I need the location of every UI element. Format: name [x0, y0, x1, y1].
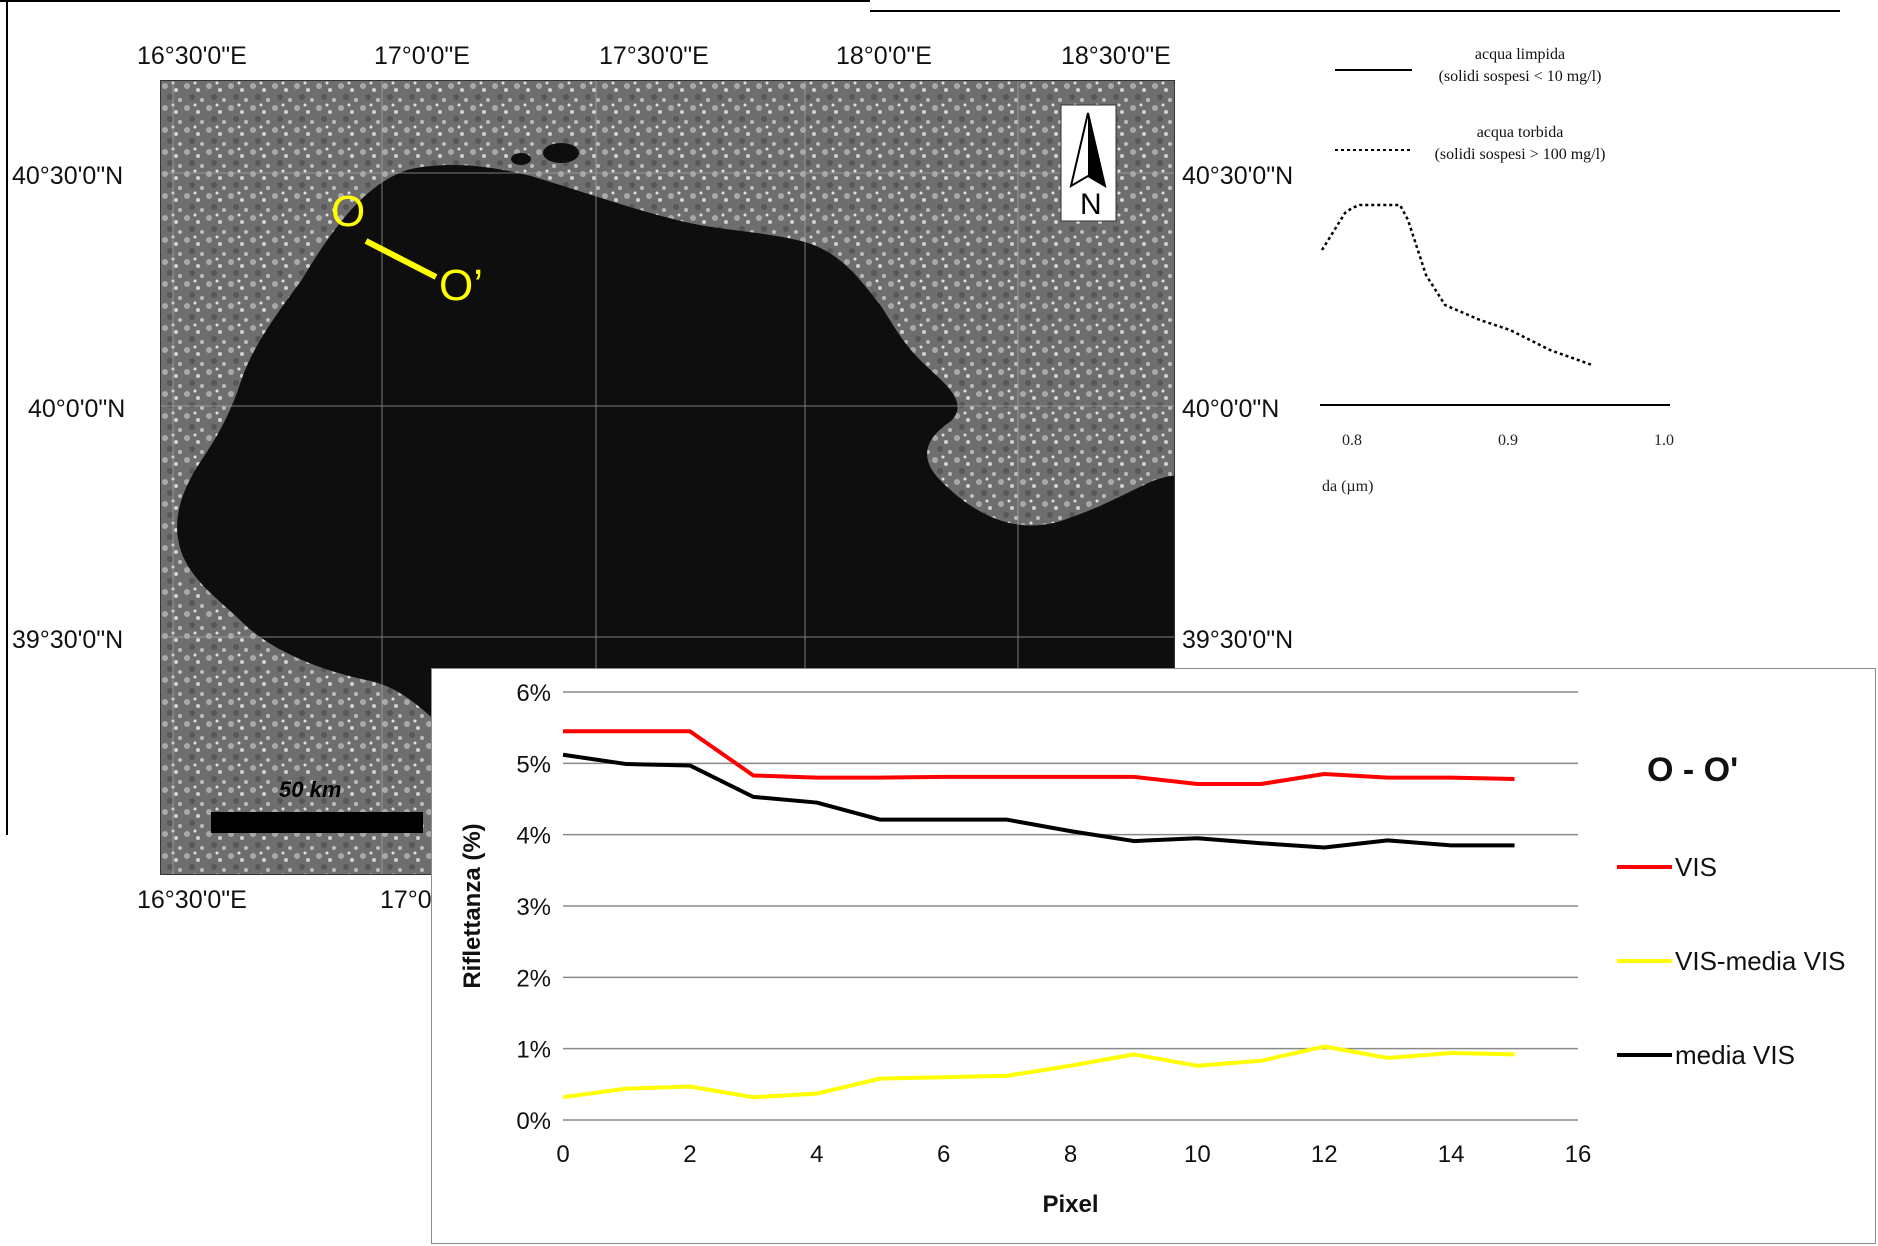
lat-label-right: 40°30'0"N — [1182, 162, 1294, 190]
x-tick-label: 10 — [1184, 1141, 1211, 1168]
y-tick-label: 4% — [516, 823, 551, 850]
lon-label-top: 18°30'0"E — [1061, 42, 1171, 70]
lon-label-top: 16°30'0"E — [137, 42, 247, 70]
x-tick-label: 8 — [1064, 1141, 1077, 1168]
scale-bar — [211, 812, 423, 833]
turbid-water-curve — [1320, 203, 1593, 367]
spectra-plot — [1320, 69, 1670, 406]
frame-top-left-line — [0, 0, 870, 2]
transect-start-label: O — [331, 187, 366, 236]
turbid-water-title: acqua torbida — [1476, 124, 1564, 141]
x-axis-label: Pixel — [1042, 1191, 1098, 1218]
spectra-xtick: 0.9 — [1498, 432, 1518, 449]
x-tick-label: 4 — [810, 1141, 823, 1168]
y-tick-label: 6% — [516, 680, 551, 707]
lat-label-right: 39°30'0"N — [1182, 626, 1294, 654]
x-tick-label: 12 — [1311, 1141, 1338, 1168]
legend-label: media VIS — [1675, 1040, 1795, 1070]
y-tick-label: 5% — [516, 751, 551, 778]
lat-label-right: 40°0'0"N — [1182, 395, 1280, 423]
y-tick-label: 1% — [516, 1037, 551, 1064]
reflectance-chart: 0% 1% 2% 3% 4% 5% 6% 0 2 4 6 8 10 12 14 16 Pixel Rifletta… — [431, 668, 1876, 1244]
x-tick-label: 16 — [1565, 1141, 1592, 1168]
chart-svg: 0% 1% 2% 3% 4% 5% 6% 0 2 4 6 8 10 12 14 16 Pixel Rifletta… — [459, 680, 1846, 1218]
north-label: N — [1080, 188, 1102, 221]
clear-water-subtitle: (solidi sospesi < 10 mg/l) — [1438, 68, 1602, 85]
clear-water-title: acqua limpida — [1474, 46, 1566, 63]
x-tick-label: 6 — [937, 1141, 950, 1168]
north-arrow-icon — [1060, 104, 1117, 222]
frame-top-right-line — [870, 10, 1840, 12]
legend-label: VIS — [1675, 852, 1717, 882]
lon-label-top: 17°0'0"E — [374, 42, 470, 70]
spectra-xlabel: da (µm) — [1322, 478, 1374, 495]
lon-label-bottom: 16°30'0"E — [137, 886, 247, 914]
lon-label-bottom: 17°0 — [380, 886, 432, 914]
legend-label: VIS-media VIS — [1675, 946, 1846, 976]
y-tick-label: 2% — [516, 965, 551, 992]
y-axis-label: Riflettanza (%) — [459, 823, 486, 988]
x-tick-label: 2 — [683, 1141, 696, 1168]
chart-title: O - O' — [1647, 751, 1739, 789]
lat-label-left: 40°30'0"N — [12, 162, 124, 190]
y-tick-label: 0% — [516, 1108, 551, 1135]
x-tick-label: 0 — [556, 1141, 569, 1168]
spectra-xtick: 1.0 — [1654, 432, 1674, 449]
x-tick-label: 14 — [1438, 1141, 1465, 1168]
series-line — [563, 729, 1515, 787]
lon-label-top: 18°0'0"E — [836, 42, 932, 70]
spectra-xtick: 0.8 — [1342, 432, 1362, 449]
series-line — [562, 752, 1515, 850]
lat-label-left: 39°30'0"N — [12, 626, 124, 654]
turbid-water-subtitle: (solidi sospesi > 100 mg/l) — [1434, 146, 1606, 163]
series-line — [562, 1044, 1515, 1100]
y-tick-label: 3% — [516, 894, 551, 921]
transect-line — [364, 238, 438, 280]
transect-end-label: O’ — [439, 261, 483, 310]
scale-label: 50 km — [279, 777, 342, 802]
lon-label-top: 17°30'0"E — [599, 42, 709, 70]
lat-label-left: 40°0'0"N — [28, 395, 126, 423]
frame-left-line — [6, 0, 8, 835]
